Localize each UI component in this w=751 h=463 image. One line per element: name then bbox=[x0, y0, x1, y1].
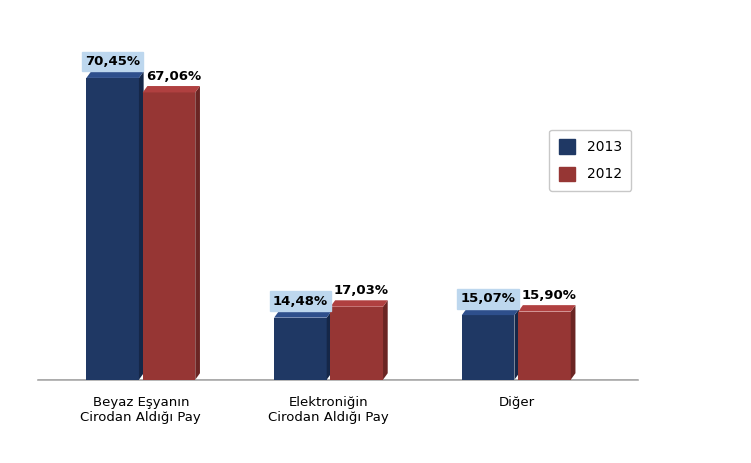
Polygon shape bbox=[518, 312, 571, 380]
Polygon shape bbox=[330, 300, 388, 307]
Text: 15,07%: 15,07% bbox=[460, 292, 516, 305]
Polygon shape bbox=[462, 315, 514, 380]
Polygon shape bbox=[195, 86, 200, 380]
Polygon shape bbox=[86, 78, 139, 380]
Text: 14,48%: 14,48% bbox=[273, 295, 328, 308]
Polygon shape bbox=[143, 86, 200, 93]
Polygon shape bbox=[327, 311, 331, 380]
Text: 70,45%: 70,45% bbox=[85, 55, 140, 68]
Polygon shape bbox=[330, 307, 383, 380]
Polygon shape bbox=[139, 71, 143, 380]
Polygon shape bbox=[274, 318, 327, 380]
Text: 67,06%: 67,06% bbox=[146, 69, 201, 82]
Polygon shape bbox=[143, 93, 195, 380]
Polygon shape bbox=[462, 309, 519, 315]
Polygon shape bbox=[86, 71, 143, 78]
Text: 17,03%: 17,03% bbox=[334, 284, 389, 297]
Polygon shape bbox=[274, 311, 331, 318]
Polygon shape bbox=[514, 309, 519, 380]
Legend: 2013, 2012: 2013, 2012 bbox=[549, 130, 632, 191]
Text: 15,90%: 15,90% bbox=[522, 289, 577, 302]
Polygon shape bbox=[571, 305, 575, 380]
Polygon shape bbox=[383, 300, 388, 380]
Polygon shape bbox=[518, 305, 575, 312]
